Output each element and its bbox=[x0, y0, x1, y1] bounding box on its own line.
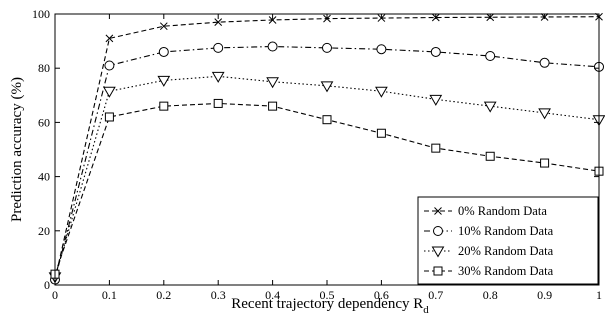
chart-marks bbox=[48, 12, 605, 285]
y-tick-label: 60 bbox=[38, 115, 50, 129]
data-point-stroke bbox=[159, 22, 168, 31]
x-tick-label: 0.5 bbox=[320, 288, 335, 302]
data-point bbox=[214, 18, 223, 26]
x-tick-label: 0.4 bbox=[265, 288, 280, 302]
data-point bbox=[322, 115, 332, 125]
data-point bbox=[159, 101, 169, 111]
x-tick-label: 0.6 bbox=[374, 288, 389, 302]
legend-box bbox=[417, 196, 599, 285]
y-tick-label: 100 bbox=[32, 7, 50, 21]
series-1 bbox=[50, 41, 604, 285]
data-point bbox=[104, 60, 115, 71]
data-point-stroke bbox=[268, 16, 277, 24]
legend-marker bbox=[433, 226, 443, 236]
data-point bbox=[431, 143, 441, 153]
data-point bbox=[376, 128, 386, 138]
data-point bbox=[158, 46, 169, 57]
y-tick-label: 80 bbox=[38, 61, 50, 75]
x-tick-label: 0 bbox=[52, 288, 58, 302]
data-point-stroke bbox=[105, 34, 114, 43]
data-point bbox=[213, 98, 223, 108]
data-point bbox=[157, 75, 171, 87]
x-axis-label-main: Recent trajectory dependency R bbox=[231, 296, 423, 312]
legend-marker-stroke bbox=[434, 207, 442, 215]
x-tick-label: 0.2 bbox=[156, 288, 171, 302]
data-point bbox=[322, 42, 332, 53]
legend-marker bbox=[431, 246, 445, 258]
legend: 0% Random Data 10% Random Data 20% Random … bbox=[417, 196, 599, 285]
x-tick-label: 0.8 bbox=[483, 288, 498, 302]
chart-axes: 0 20 40 60 80 100 0 0.1 0.2 0.3 0.4 0.5 0.6 0.7 0.8 0.9… bbox=[32, 7, 602, 302]
y-axis-label: Prediction accuracy (%) bbox=[9, 77, 25, 222]
data-point bbox=[539, 57, 550, 68]
legend-marker bbox=[433, 266, 443, 276]
data-point bbox=[485, 51, 496, 62]
legend-label: 10% Random Data bbox=[458, 224, 554, 238]
data-point bbox=[105, 34, 114, 43]
data-point bbox=[268, 101, 278, 111]
legend-label: 20% Random Data bbox=[458, 244, 554, 258]
data-point bbox=[267, 41, 278, 52]
data-point bbox=[268, 16, 277, 24]
data-point bbox=[213, 42, 224, 53]
data-point bbox=[266, 77, 279, 89]
data-point bbox=[375, 86, 388, 98]
x-axis-label: Recent trajectory dependency Rd bbox=[231, 296, 429, 316]
x-tick-label: 1 bbox=[596, 288, 602, 302]
x-tick-label: 0.1 bbox=[102, 288, 117, 302]
data-point bbox=[103, 86, 116, 98]
x-axis-label-subscript: d bbox=[423, 304, 429, 316]
series-line bbox=[54, 45, 600, 280]
y-tick-label: 40 bbox=[38, 170, 50, 184]
data-point bbox=[540, 158, 550, 168]
series-3 bbox=[50, 98, 604, 279]
data-point bbox=[429, 94, 443, 106]
data-point bbox=[538, 108, 551, 120]
data-point bbox=[104, 112, 114, 122]
y-tick-label: 20 bbox=[38, 224, 50, 238]
legend-item: 20% Random Data bbox=[424, 244, 554, 258]
data-point bbox=[211, 71, 225, 83]
data-point bbox=[430, 46, 441, 57]
x-tick-label: 0.3 bbox=[211, 288, 226, 302]
x-tick-label: 0.9 bbox=[537, 288, 552, 302]
legend-marker bbox=[434, 207, 442, 215]
legend-label: 0% Random Data bbox=[458, 204, 547, 218]
data-point bbox=[320, 81, 334, 93]
y-tick-label: 0 bbox=[44, 278, 50, 292]
data-point bbox=[483, 101, 497, 113]
legend-item: 10% Random Data bbox=[424, 224, 554, 238]
data-point bbox=[159, 22, 168, 31]
x-tick-label: 0.7 bbox=[428, 288, 443, 302]
legend-label: 30% Random Data bbox=[458, 264, 554, 278]
data-point bbox=[376, 44, 387, 55]
data-point-stroke bbox=[214, 18, 223, 26]
data-point bbox=[485, 151, 495, 161]
legend-item: 30% Random Data bbox=[424, 264, 554, 278]
legend-item: 0% Random Data bbox=[424, 204, 547, 218]
